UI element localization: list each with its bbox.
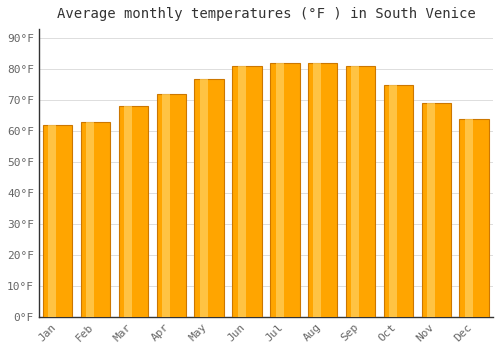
Bar [422, 103, 451, 317]
Bar [118, 106, 148, 317]
Bar [156, 94, 186, 317]
Bar [43, 125, 72, 317]
Bar [48, 125, 56, 317]
Bar [270, 63, 300, 317]
Bar [460, 119, 489, 317]
Bar [389, 85, 397, 317]
Bar [124, 106, 132, 317]
Bar [238, 66, 246, 317]
Title: Average monthly temperatures (°F ) in South Venice: Average monthly temperatures (°F ) in So… [56, 7, 476, 21]
Bar [194, 78, 224, 317]
Bar [276, 63, 283, 317]
Bar [162, 94, 170, 317]
Bar [86, 122, 94, 317]
Bar [308, 63, 338, 317]
Bar [384, 85, 413, 317]
Bar [81, 122, 110, 317]
Bar [427, 103, 435, 317]
Bar [465, 119, 473, 317]
Bar [200, 78, 208, 317]
Bar [346, 66, 376, 317]
Bar [314, 63, 322, 317]
Bar [232, 66, 262, 317]
Bar [352, 66, 359, 317]
